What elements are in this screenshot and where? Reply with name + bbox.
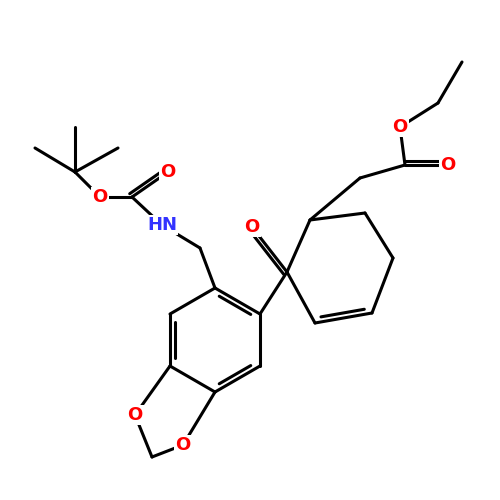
Text: O: O [440,156,456,174]
Text: O: O [92,188,108,206]
Text: O: O [176,436,190,454]
Text: O: O [160,163,176,181]
Text: O: O [128,406,142,424]
Text: HN: HN [147,216,177,234]
Text: O: O [244,218,260,236]
Text: O: O [392,118,407,136]
